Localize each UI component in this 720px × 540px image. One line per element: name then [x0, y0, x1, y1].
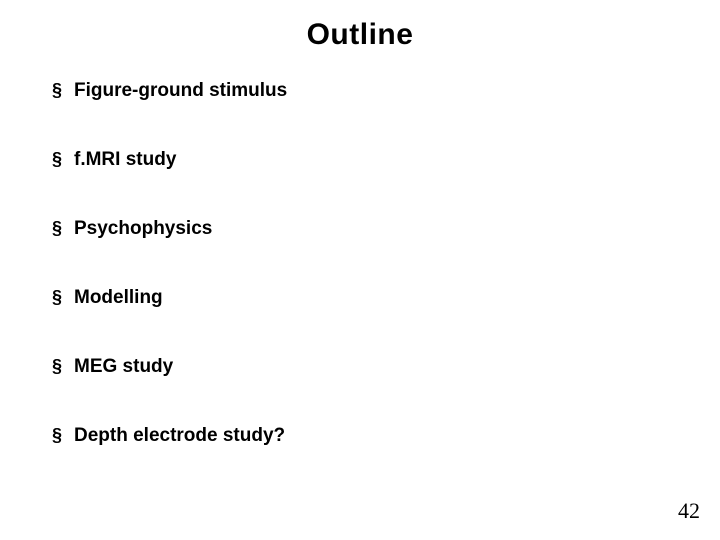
bullet-marker-icon: §	[40, 287, 74, 308]
bullet-label: Psychophysics	[74, 218, 212, 240]
bullet-label: f.MRI study	[74, 149, 176, 171]
page-number: 42	[678, 498, 700, 524]
bullet-marker-icon: §	[40, 80, 74, 101]
bullet-marker-icon: §	[40, 425, 74, 446]
bullet-item: § Psychophysics	[40, 218, 680, 240]
bullet-list: § Figure-ground stimulus § f.MRI study §…	[40, 80, 680, 447]
bullet-label: Modelling	[74, 287, 163, 309]
bullet-marker-icon: §	[40, 149, 74, 170]
bullet-item: § Figure-ground stimulus	[40, 80, 680, 102]
bullet-item: § MEG study	[40, 356, 680, 378]
bullet-item: § f.MRI study	[40, 149, 680, 171]
bullet-label: Figure-ground stimulus	[74, 80, 287, 102]
bullet-label: Depth electrode study?	[74, 425, 285, 447]
slide: Outline § Figure-ground stimulus § f.MRI…	[0, 0, 720, 540]
slide-title: Outline	[40, 18, 680, 52]
bullet-item: § Depth electrode study?	[40, 425, 680, 447]
bullet-marker-icon: §	[40, 218, 74, 239]
bullet-label: MEG study	[74, 356, 173, 378]
bullet-marker-icon: §	[40, 356, 74, 377]
bullet-item: § Modelling	[40, 287, 680, 309]
